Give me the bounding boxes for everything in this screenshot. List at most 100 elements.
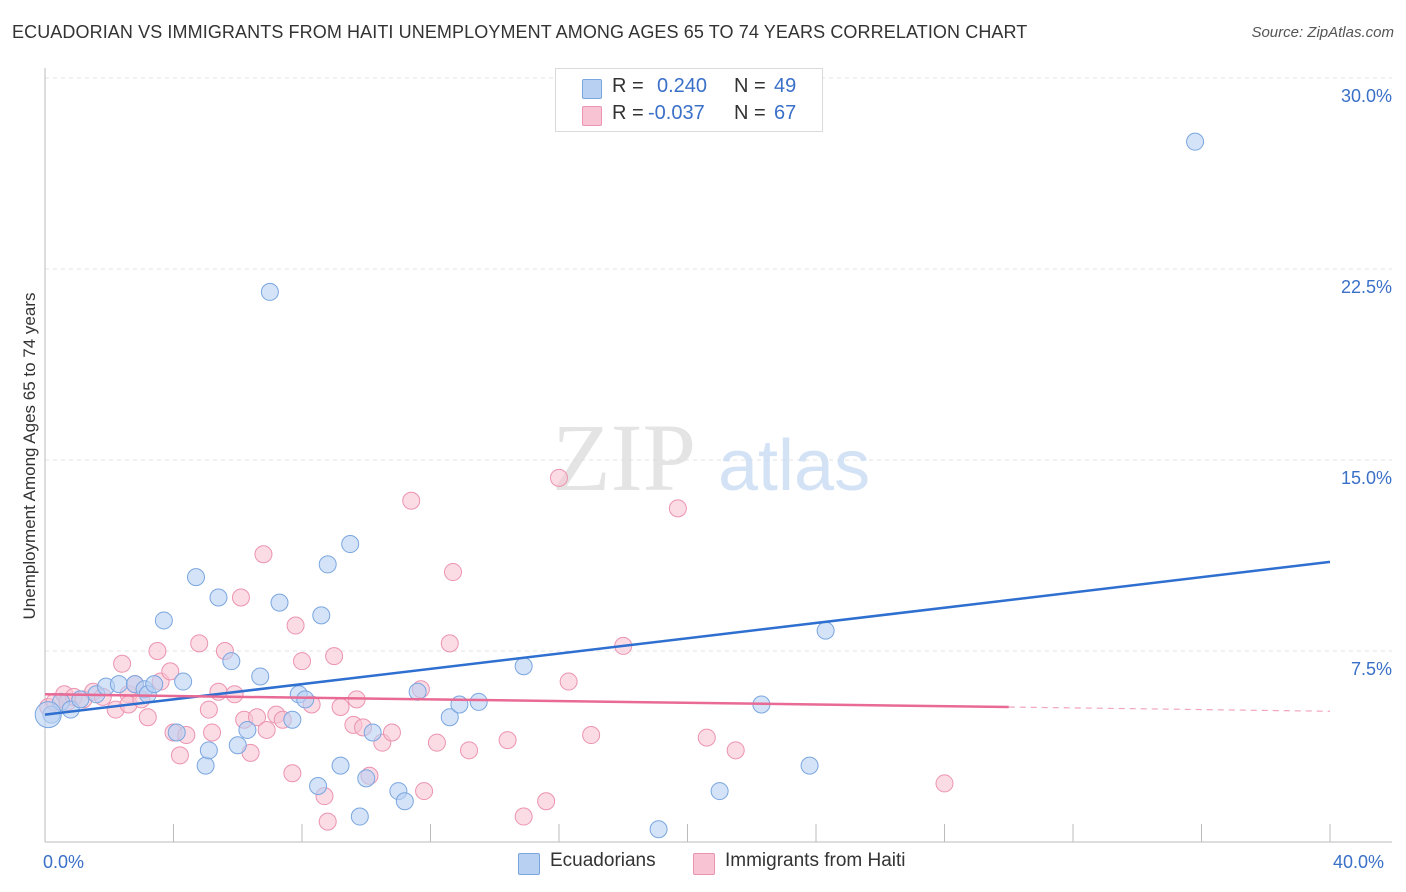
haiti-point [203,723,222,742]
legend-swatch-pink [582,106,602,126]
trend-lines [44,560,1331,716]
haiti-point [286,616,305,635]
y-tick-label: 15.0% [1340,468,1392,488]
y-tick-label: 22.5% [1340,277,1392,297]
ecuadorian-point [341,535,360,554]
ecuadorian-point [145,675,164,694]
haiti-point [318,812,337,831]
ecuadorian-point [209,588,228,607]
ecuadorian-point [296,690,315,709]
ecuadorian-point [816,621,835,640]
haiti-point [415,782,434,801]
haiti-trend-line [44,693,1009,709]
legend-swatch-blue [582,79,602,99]
watermark-zip: ZIP [552,404,696,511]
ecuadorian-point [357,769,376,788]
ecuadorian-point [186,568,205,587]
ecuadorian-point [109,675,128,694]
legend-r-label: R = [612,102,644,124]
haiti-point [514,807,533,826]
haiti-point [382,723,401,742]
legend-n-value: 49 [774,75,797,97]
haiti-point [550,468,568,487]
ecuadorian-point [331,756,350,775]
ecuadorian-point [1186,132,1205,151]
chart-title: ECUADORIAN VS IMMIGRANTS FROM HAITI UNEM… [12,22,1028,42]
watermark-atlas: atlas [718,426,870,506]
haiti-point [537,792,556,811]
haiti-point [498,731,517,750]
source-credit: Source: ZipAtlas.com [1251,24,1394,41]
ecuadorian-trend-line [44,560,1331,716]
haiti-point [427,733,446,752]
ecuadorian-point [318,555,337,574]
haiti-point [148,642,167,660]
haiti-point [138,708,157,727]
ecuadorian-point [283,710,302,729]
y-axis-label: Unemployment Among Ages 65 to 74 years [20,292,39,620]
haiti-point [935,774,954,793]
haiti-trend-extension [1008,706,1331,712]
x-tick-label-min: 0.0% [43,852,85,872]
haiti-point [190,634,209,653]
ecuadorian-point [350,807,369,826]
haiti-point [440,634,459,653]
ecuadorian-point [251,667,270,686]
ecuadorian-point [309,776,328,795]
x-tick-label-max: 40.0% [1333,852,1385,872]
haiti-point [293,652,311,671]
haiti-point [225,685,244,704]
haiti-point [161,662,180,681]
haiti-point [582,726,601,745]
haiti-point [668,499,687,518]
haiti-point [325,647,344,666]
ecuadorian-point [408,682,427,701]
ecuadorian-point [167,723,186,742]
ecuadorian-point [222,652,241,671]
haiti-point [248,708,267,727]
haiti-point [460,741,479,760]
ecuadorian-point [649,820,668,839]
ecuadorian-points [34,132,1205,839]
legend-r-label: R = [612,75,644,97]
haiti-point [170,746,189,765]
ecuadorian-point [312,606,331,625]
ecuadorian-point [395,792,414,811]
haiti-point [402,491,421,510]
correlation-legend: R = 0.240 N = 49 R = -0.037 N = 67 [555,68,823,132]
haiti-point [283,764,302,783]
haiti-point [697,728,716,747]
legend-n-label: N = [734,102,766,124]
haiti-point [199,700,218,719]
legend-n-label: N = [734,75,766,97]
ecuadorian-point [514,657,533,676]
haiti-point [231,588,250,607]
ecuadorian-point [196,756,215,775]
haiti-point [331,698,350,717]
haiti-points [39,468,954,831]
y-tick-label: 7.5% [1350,659,1392,679]
ecuadorian-point [800,756,819,775]
ecuadorian-point [469,692,488,711]
haiti-point [726,741,745,760]
ecuadorian-point [270,593,289,612]
legend-label-ecuadorians: Ecuadorians [550,850,656,871]
legend-n-value: 67 [774,102,797,124]
haiti-point [257,720,276,739]
haiti-point [443,563,462,582]
legend-swatch-blue [518,853,540,875]
ecuadorian-point [363,723,382,742]
ecuadorian-point [174,672,193,691]
haiti-point [113,654,132,673]
grid-lines [45,77,1392,652]
legend-label-haiti: Immigrants from Haiti [725,850,906,871]
legend-r-value: 0.240 [657,75,708,97]
ecuadorian-point [440,708,459,727]
ecuadorian-point [260,282,279,301]
ecuadorian-point [710,782,729,801]
ecuadorian-point [154,611,173,630]
haiti-point [559,672,578,691]
haiti-point [254,545,273,564]
ecuadorian-point [238,720,257,739]
